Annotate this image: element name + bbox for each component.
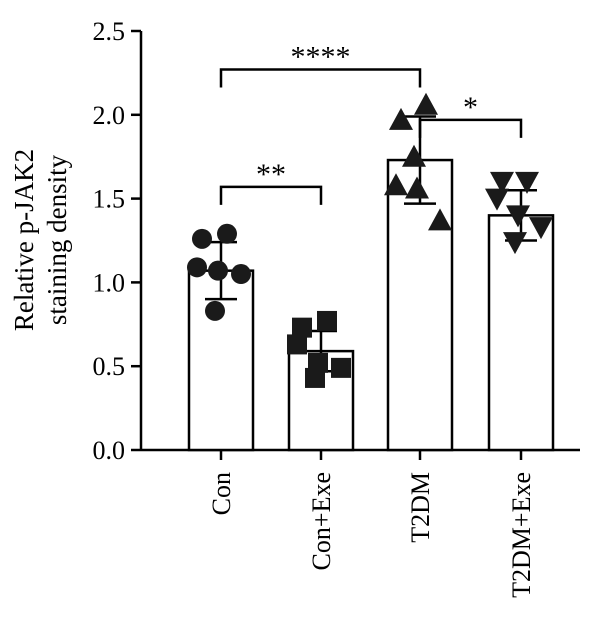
error-bars <box>205 115 537 373</box>
y-axis: 0.0 0.5 1.0 1.5 2.0 2.5 <box>93 17 143 465</box>
data-point <box>384 173 408 196</box>
y-tick-label: 2.0 <box>93 101 126 130</box>
data-point <box>231 264 251 285</box>
data-point <box>192 228 212 249</box>
significance-bracket <box>418 118 523 138</box>
bar <box>187 269 255 452</box>
x-tick-label: Con+Exe <box>307 472 336 570</box>
data-point <box>503 232 527 255</box>
data-point <box>405 176 429 199</box>
data-point <box>414 92 438 115</box>
y-tick-label: 1.0 <box>93 268 126 297</box>
y-tick-label: 1.5 <box>93 185 126 214</box>
data-point <box>205 300 225 321</box>
data-point <box>217 223 237 244</box>
y-tick-label: 0.5 <box>93 352 126 381</box>
data-point <box>485 188 509 211</box>
y-axis-title-line-2: staining density <box>42 154 72 325</box>
data-point <box>208 260 228 281</box>
data-point <box>490 171 514 194</box>
x-tick-label: T2DM <box>406 472 435 543</box>
x-tick-label: T2DM+Exe <box>507 472 536 598</box>
y-tick-label: 0.0 <box>93 436 126 465</box>
significance-bracket <box>219 68 422 88</box>
data-point <box>389 107 413 130</box>
x-tick-label: Con <box>207 472 236 515</box>
significance-bracket <box>219 185 323 205</box>
data-point <box>305 367 325 388</box>
y-tick-label: 2.5 <box>93 17 126 46</box>
data-point <box>402 144 426 167</box>
data-points <box>187 92 553 388</box>
data-point <box>317 310 337 331</box>
x-axis: Con Con+Exe T2DM T2DM+Exe <box>141 448 580 598</box>
y-axis-title-line-1: Relative p-JAK2 <box>9 149 39 331</box>
significance-brackets: ******* <box>219 41 523 205</box>
data-point <box>506 205 530 228</box>
y-axis-title: Relative p-JAK2 staining density <box>9 149 72 331</box>
data-point <box>515 171 539 194</box>
data-point <box>428 208 452 231</box>
data-point <box>187 257 207 278</box>
significance-label: **** <box>291 41 351 74</box>
data-point <box>292 317 312 338</box>
data-point <box>331 357 351 378</box>
data-point <box>287 334 307 355</box>
data-point <box>308 352 328 373</box>
significance-label: * <box>463 91 478 124</box>
significance-label: ** <box>256 158 286 191</box>
bar <box>487 214 555 452</box>
data-point <box>529 217 553 240</box>
